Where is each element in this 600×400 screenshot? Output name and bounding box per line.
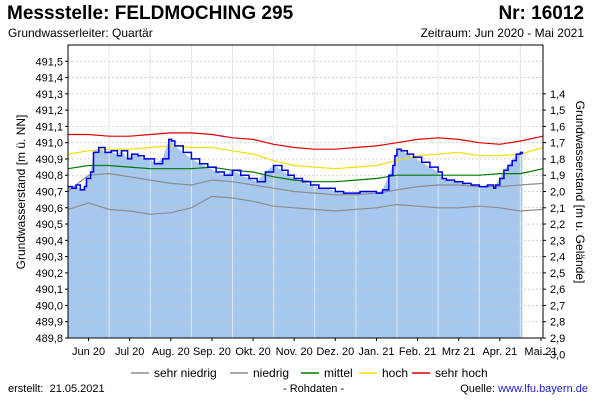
y-tick-label-left: 491,0 xyxy=(35,138,63,150)
x-tick-label: Aug. 20 xyxy=(152,346,190,358)
legend-label-mean: mittel xyxy=(324,366,353,380)
y-tick-label-right: 2,6 xyxy=(550,284,565,296)
raw-data-note: - Rohdaten - xyxy=(283,383,345,395)
x-tick-label: Apr. 21 xyxy=(482,346,517,358)
source-label: Quelle: xyxy=(460,383,496,395)
y-tick-label-left: 490,2 xyxy=(35,268,63,280)
y-tick-label-left: 490,7 xyxy=(35,187,63,199)
x-tick-label: Feb. 21 xyxy=(399,346,436,358)
y-tick-label-left: 490,3 xyxy=(35,252,63,264)
y-tick-label-left: 490,1 xyxy=(35,284,63,296)
period-label: Zeitraum: Jun 2020 - Mai 2021 xyxy=(420,26,584,40)
y-tick-label-left: 490,4 xyxy=(35,235,63,247)
y-tick-label-right: 1,8 xyxy=(550,154,565,166)
created-label: erstellt: xyxy=(8,383,44,395)
y-axis-title-right: Grundwasserstand [m u. Gelände] xyxy=(573,101,587,284)
y-tick-label-left: 491,3 xyxy=(35,89,63,101)
x-tick-label: Jul 20 xyxy=(115,346,144,358)
y-tick-label-left: 490,8 xyxy=(35,170,63,182)
aquifer-label: Grundwasserleiter: Quartär xyxy=(8,26,153,40)
y-tick-label-left: 489,8 xyxy=(35,333,63,345)
legend-label-low: niedrig xyxy=(253,366,289,380)
y-tick-label-right: 2,8 xyxy=(550,317,565,329)
y-tick-label-right: 1,5 xyxy=(550,105,565,117)
x-tick-label: Dez. 20 xyxy=(316,346,354,358)
y-tick-label-left: 490,6 xyxy=(35,203,63,215)
y-tick-label-left: 491,2 xyxy=(35,105,63,117)
y-tick-label-right: 1,7 xyxy=(550,138,565,150)
y-tick-label-right: 1,9 xyxy=(550,170,565,182)
created-info: erstellt: 21.05.2021 xyxy=(8,383,105,395)
series-line-low xyxy=(67,172,544,196)
x-tick-label: Sep. 20 xyxy=(193,346,231,358)
series-line-high xyxy=(67,145,544,170)
series-line-measured xyxy=(68,138,524,194)
y-tick-label-left: 490,0 xyxy=(35,300,63,312)
y-tick-label-left: 489,9 xyxy=(35,317,63,329)
x-tick-label: Okt. 20 xyxy=(235,346,270,358)
y-tick-label-left: 491,4 xyxy=(35,73,63,85)
y-tick-label-right: 2,9 xyxy=(550,333,565,345)
legend-label-high: hoch xyxy=(382,366,408,380)
y-tick-label-right: 2,7 xyxy=(550,300,565,312)
legend-label-very-high: sehr hoch xyxy=(435,366,488,380)
y-tick-label-right: 2,5 xyxy=(550,268,565,280)
measured-area xyxy=(68,139,523,338)
legend-label-very-low: sehr niedrig xyxy=(154,366,217,380)
series-line-very-low xyxy=(67,195,544,215)
station-number: Nr: 16012 xyxy=(498,3,584,24)
source-info: Quelle: www.lfu.bayern.de xyxy=(460,383,588,395)
y-tick-label-right: 2,4 xyxy=(550,252,565,264)
y-tick-label-right: 2,3 xyxy=(550,235,565,247)
y-tick-label-right: 2,2 xyxy=(550,219,565,231)
y-tick-label-right: 3,0 xyxy=(550,349,565,361)
x-tick-label: Mrz 21 xyxy=(442,346,476,358)
y-tick-label-right: 1,4 xyxy=(550,89,565,101)
y-tick-label-right: 2,1 xyxy=(550,203,565,215)
source-link[interactable]: www.lfu.bayern.de xyxy=(498,383,588,395)
x-tick-label: Jan. 21 xyxy=(358,346,394,358)
page-title: Messstelle: FELDMOCHING 295 xyxy=(7,3,294,24)
y-axis-title-left: Grundwasserstand [m ü. NN] xyxy=(14,115,28,270)
y-tick-label-left: 491,1 xyxy=(35,121,63,133)
x-tick-label: Jun 20 xyxy=(72,346,105,358)
series-line-mean xyxy=(67,164,544,183)
x-tick-label: Nov. 20 xyxy=(276,346,313,358)
created-date: 21.05.2021 xyxy=(49,383,105,395)
y-tick-label-left: 490,9 xyxy=(35,154,63,166)
y-tick-label-right: 1,6 xyxy=(550,121,565,133)
x-tick-label: Mai 21 xyxy=(524,346,557,358)
y-tick-label-right: 2,0 xyxy=(550,187,565,199)
y-tick-label-left: 490,5 xyxy=(35,219,63,231)
y-tick-label-left: 491,5 xyxy=(35,56,63,68)
series-line-very-high xyxy=(68,132,544,150)
